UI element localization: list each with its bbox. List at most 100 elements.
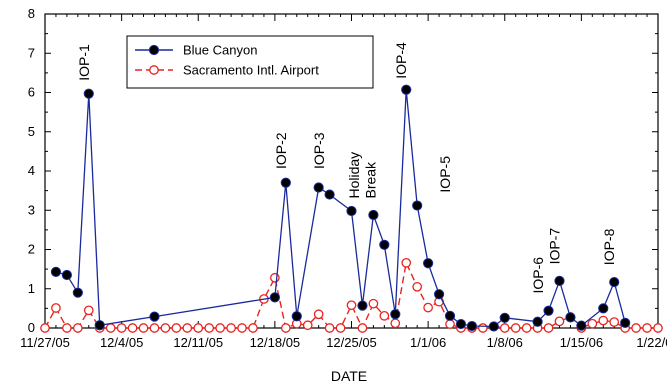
sacramento-point [280,323,291,333]
blue-canyon-point [412,200,423,211]
annotation-label: IOP-5 [437,156,453,193]
sacramento-point [554,316,565,327]
y-tick-label: 4 [28,163,35,178]
sacramento-point [302,320,313,331]
blue-canyon-point [609,276,620,288]
sacramento-point [598,315,609,326]
x-tick-label: 11/27/05 [20,335,70,350]
sacramento-point [379,310,390,321]
sacramento-point [40,323,50,333]
blue-canyon-point [466,320,478,332]
sacramento-point [51,303,61,313]
blue-canyon-point [444,310,456,321]
sacramento-point [160,323,171,333]
x-axis-title: DATE [331,368,367,384]
sacramento-point [215,323,225,333]
sacramento-point [401,257,412,268]
blue-canyon-point [357,300,368,311]
blue-canyon-point [72,287,83,298]
legend: Blue Canyon Sacramento Intl. Airport [126,35,374,89]
sacramento-point [83,305,94,316]
y-tick-label: 8 [28,6,35,21]
blue-canyon-point [346,205,357,217]
sacramento-point [324,323,335,333]
sacramento-point [193,323,204,333]
x-tick-label: 12/11/05 [173,335,223,350]
blue-canyon-point [50,266,62,277]
sacramento-point [587,318,598,329]
sacramento-point [609,317,620,327]
sacramento-point [368,298,379,309]
blue-canyon-point [543,305,554,316]
sacramento-point [138,323,149,333]
sacramento-point [237,323,247,333]
sacramento-point [204,323,215,333]
blue-canyon-point [576,320,587,331]
blue-canyon-point [423,258,434,269]
annotation-label: IOP-6 [530,257,546,294]
legend-box [126,35,374,89]
tick-layer: 0 1 2 3 4 5 6 7 8 11/27/05 12/4/05 12/11/05 12/18/05… [20,6,667,350]
sacramento-point [270,272,280,283]
y-tick-label: 7 [28,45,35,60]
blue-canyon-point [433,289,445,300]
blue-canyon-point [61,269,72,281]
y-tick-label: 1 [28,281,35,296]
y-tick-label: 0 [28,320,35,335]
blue-canyon-point [401,84,412,95]
blue-canyon-point [269,292,280,303]
legend-marker [148,44,160,56]
sacramento-point [521,323,532,333]
annotation-label: IOP-7 [547,228,563,265]
legend-label: Blue Canyon [183,43,257,58]
x-tick-label: 1/15/06 [560,335,603,350]
sacramento-point [543,323,554,333]
blue-canyon-point [554,275,565,286]
sacramento-point [653,323,663,333]
x-tick-label: 12/4/05 [100,335,143,350]
blue-canyon-point [620,317,631,328]
sacramento-point [105,323,116,333]
sacramento-point [412,281,423,292]
sacramento-point [510,323,521,333]
annotation-label: IOP-1 [76,44,92,81]
legend-marker [149,65,159,75]
annotation-label: IOP-8 [601,228,617,265]
sacramento-point [62,323,72,333]
blue-canyon-point [94,320,105,331]
sacramento-point [423,302,433,313]
x-tick-label: 12/25/05 [326,335,377,350]
blue-canyon-point [455,318,467,330]
sacramento-point [116,323,127,333]
sacramento-point [390,318,401,329]
sacramento-point [478,323,488,333]
sacramento-point [335,323,346,333]
annotation-label: IOP-4 [393,42,409,79]
sacramento-point [313,309,324,320]
sacramento-point [357,323,368,333]
x-tick-label: 1/8/06 [487,335,523,350]
annotation-label: IOP-2 [273,132,289,169]
blue-canyon-point [313,182,324,193]
blue-canyon-point [499,312,510,323]
annotation-label: IOP-3 [311,132,327,169]
blue-canyon-point [280,177,291,188]
sacramento-point [499,323,510,333]
sacramento-point [445,319,455,329]
blue-canyon-point [83,88,94,99]
x-tick-label: 1/1/06 [410,335,446,350]
sacramento-point [127,323,138,333]
blue-canyon-point [291,311,302,322]
y-tick-label: 3 [28,202,35,217]
sacramento-point [72,323,83,333]
x-tick-label: 12/18/05 [250,335,301,350]
sacramento-point [642,323,652,333]
blue-canyon-point [488,321,499,332]
sacramento-point [171,323,182,333]
blue-canyon-point [368,209,379,221]
annotation-layer: IOP-1 IOP-2 IOP-3 Holiday Break IOP-4 IOP-5 IOP… [76,42,617,294]
sacramento-point [631,323,641,333]
y-tick-label: 5 [28,124,35,139]
sacramento-point [248,323,258,333]
